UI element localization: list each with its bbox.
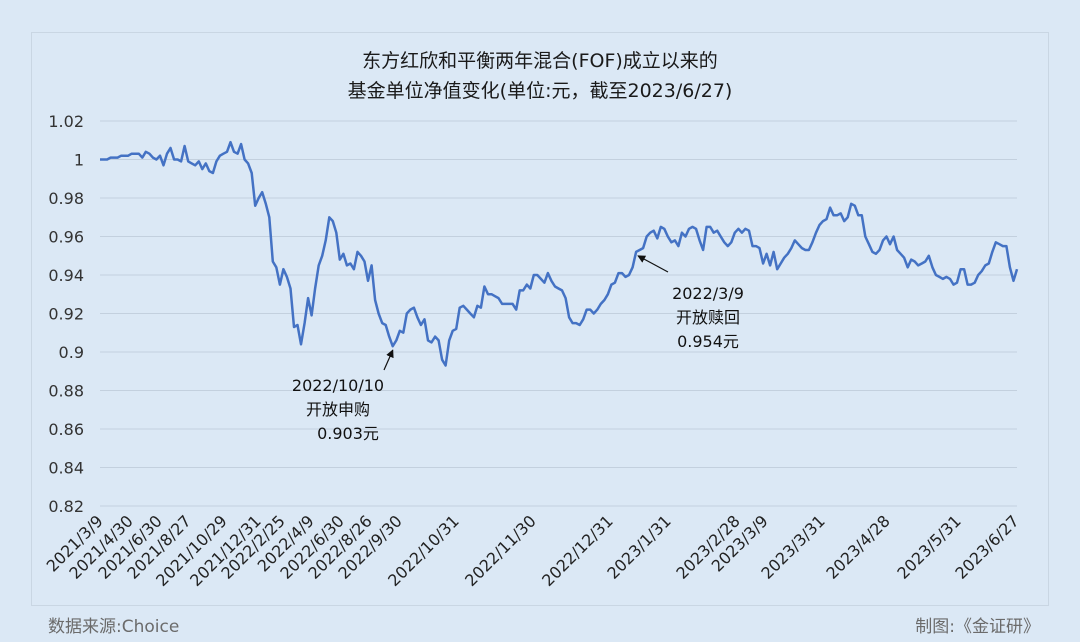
- annotation-redeem-arrow: [637, 255, 669, 273]
- annotation-redeem-label: 开放赎回: [675, 308, 740, 327]
- chart-title-line-2: 基金单位净值变化(单位:元，截至2023/6/27): [347, 80, 733, 102]
- y-tick-label: 0.96: [48, 228, 84, 247]
- x-tick-label: 2023/4/28: [822, 511, 893, 582]
- chart-frame: [31, 32, 1049, 606]
- annotation-subscribe-date: 2022/10/10: [291, 376, 385, 395]
- y-tick-label: 1.02: [48, 112, 84, 131]
- y-tick-label: 0.98: [48, 189, 84, 208]
- annotation-subscribe: 2022/10/10 开放申购 0.903元: [284, 374, 392, 446]
- annotation-subscribe-value: 0.903元: [317, 424, 379, 443]
- annotation-redeem: 2022/3/9 开放赎回 0.954元: [654, 282, 762, 354]
- annotation-redeem-date: 2022/3/9: [672, 284, 744, 303]
- credit-label: 制图:《金证研》: [915, 617, 1040, 637]
- annotation-subscribe-arrow: [383, 349, 394, 371]
- y-tick-label: 0.88: [48, 382, 84, 401]
- y-tick-label: 0.9: [59, 343, 84, 362]
- source-label: 数据来源:Choice: [48, 617, 180, 637]
- nav-series-line: [100, 140, 1019, 367]
- y-tick-label: 0.86: [48, 420, 84, 439]
- annotation-redeem-value: 0.954元: [677, 332, 739, 351]
- y-tick-label: 0.82: [48, 497, 84, 516]
- annotation-subscribe-label: 开放申购: [305, 400, 370, 419]
- x-tick-label: 2022/12/31: [538, 511, 617, 590]
- chart-title-line-1: 东方红欣和平衡两年混合(FOF)成立以来的: [362, 50, 718, 72]
- y-tick-label: 1: [74, 151, 84, 170]
- x-tick-label: 2022/11/30: [461, 511, 540, 590]
- y-tick-label: 0.92: [48, 305, 84, 324]
- y-tick-label: 0.84: [48, 459, 84, 478]
- y-tick-label: 0.94: [48, 266, 84, 285]
